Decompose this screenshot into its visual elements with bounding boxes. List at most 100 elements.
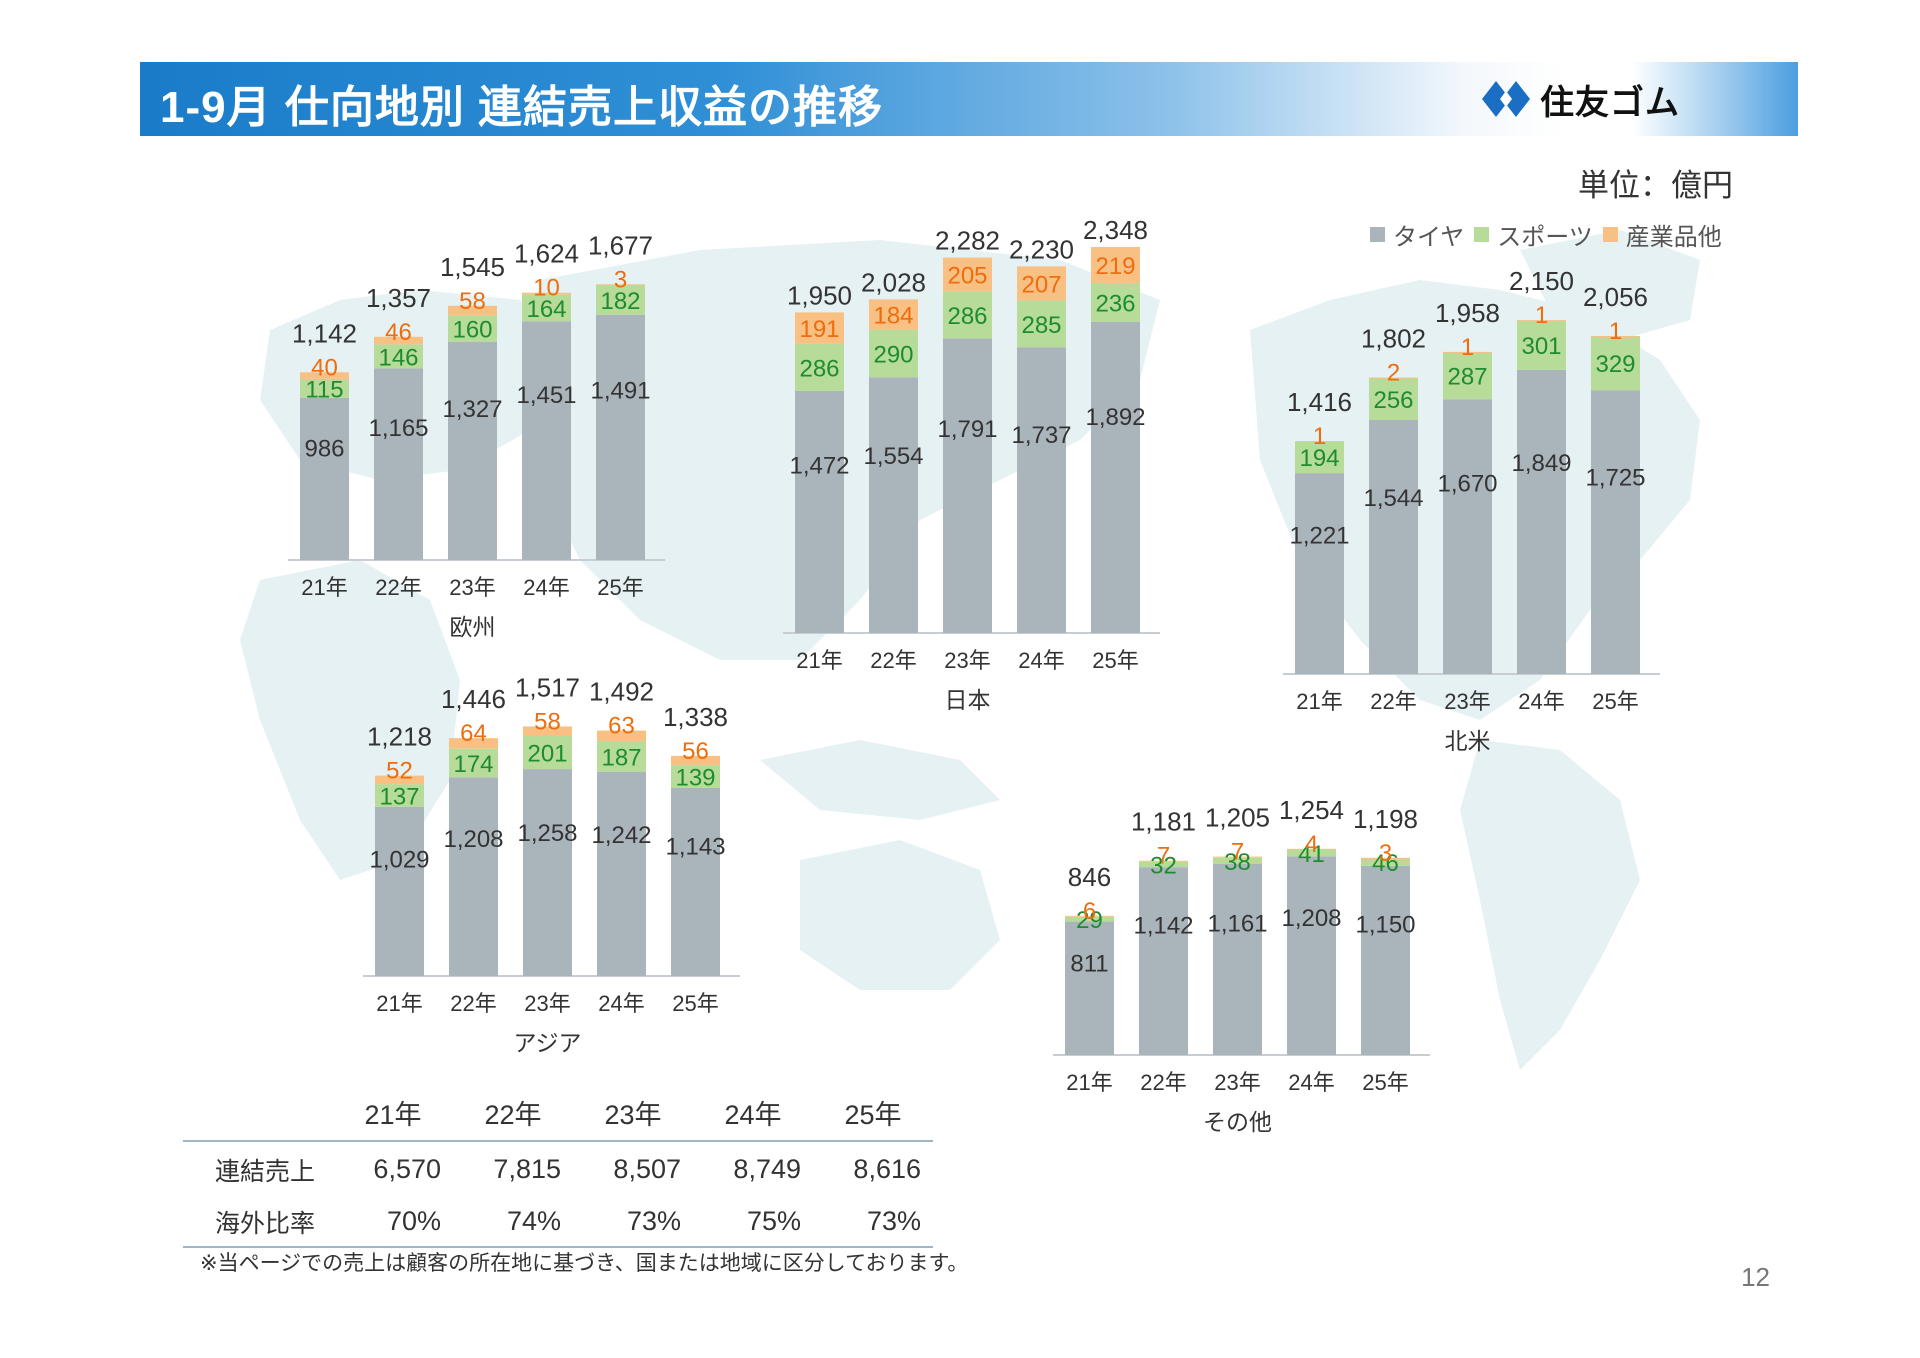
legend-swatch-tire: [1370, 227, 1385, 242]
data-label-sports: 115: [305, 376, 343, 403]
bar-sports: [671, 765, 720, 788]
bar-industrial: [869, 299, 918, 330]
bar-sports: [1295, 441, 1344, 474]
bar-industrial: [1361, 857, 1410, 859]
data-label-total: 1,142: [292, 318, 357, 348]
bar-tire: [374, 368, 423, 560]
bar-tire: [375, 806, 424, 976]
data-label-sports: 139: [675, 765, 715, 792]
bar-tire: [522, 321, 571, 560]
data-label-industrial: 52: [386, 758, 413, 785]
bar-sports: [1139, 861, 1188, 868]
data-label-tire: 1,725: [1585, 464, 1645, 491]
data-label-total: 1,446: [441, 684, 506, 714]
data-label-tire: 1,737: [1011, 422, 1071, 449]
data-label-sports: 41: [1298, 841, 1325, 868]
data-label-industrial: 63: [608, 713, 635, 740]
data-label-industrial: 56: [682, 738, 709, 765]
data-label-tire: 1,208: [1281, 905, 1341, 932]
data-label-sports: 287: [1447, 364, 1487, 391]
data-label-total: 1,357: [366, 283, 431, 313]
data-label-tire: 1,554: [863, 443, 923, 470]
bar-tire: [1443, 399, 1492, 674]
x-tick-label: 22年: [1370, 689, 1416, 714]
summary-year: 21年: [333, 1085, 453, 1142]
bar-sports: [523, 735, 572, 770]
data-label-total: 1,624: [514, 239, 579, 269]
data-label-tire: 1,258: [517, 820, 577, 847]
bar-tire: [1591, 390, 1640, 674]
map-indonesia: [760, 740, 1000, 820]
data-label-sports: 38: [1224, 849, 1251, 876]
data-label-tire: 1,142: [1133, 912, 1193, 939]
bar-industrial: [596, 284, 645, 286]
x-tick-label: 24年: [1518, 689, 1564, 714]
bar-industrial: [523, 726, 572, 736]
data-label-total: 2,230: [1009, 234, 1074, 264]
bar-sports: [596, 284, 645, 315]
data-label-tire: 811: [1070, 951, 1108, 978]
data-label-tire: 1,242: [591, 822, 651, 849]
data-label-industrial: 207: [1021, 271, 1061, 298]
bar-sports: [1091, 282, 1140, 322]
data-label-industrial: 40: [311, 354, 338, 381]
page-title: 1-9月 仕向地別 連結売上収益の推移: [160, 83, 884, 132]
data-label-sports: 329: [1595, 351, 1635, 378]
data-label-sports: 290: [873, 342, 913, 369]
data-label-sports: 164: [526, 296, 566, 323]
bar-sports: [300, 378, 349, 398]
bar-tire: [1017, 347, 1066, 633]
summary-year: 24年: [693, 1085, 813, 1142]
bar-tire: [449, 777, 498, 976]
footnote: ※当ページでの売上は顧客の所在地に基づき、国または地域に区分しております。: [200, 1252, 969, 1275]
data-label-total: 2,282: [935, 226, 1000, 256]
legend-item-sports: スポーツ: [1474, 217, 1593, 252]
data-label-tire: 1,791: [937, 416, 997, 443]
data-label-total: 1,958: [1435, 298, 1500, 328]
x-tick-label: 21年: [1296, 689, 1342, 714]
x-tick-label: 23年: [524, 991, 570, 1016]
bar-industrial: [1295, 441, 1344, 443]
bar-sports: [1443, 352, 1492, 400]
bar-industrial: [1369, 377, 1418, 379]
bar-industrial: [374, 336, 423, 345]
x-tick-label: 23年: [449, 575, 495, 600]
x-tick-label: 24年: [523, 575, 569, 600]
x-tick-label: 22年: [1140, 1070, 1186, 1095]
bar-sports: [375, 784, 424, 807]
bar-sports: [869, 329, 918, 378]
data-label-total: 1,218: [367, 722, 432, 752]
bar-industrial: [1287, 848, 1336, 850]
data-label-tire: 1,451: [516, 382, 576, 409]
chart-region-title: アジア: [513, 1030, 581, 1056]
data-label-total: 1,416: [1287, 387, 1352, 417]
bar-industrial: [1443, 351, 1492, 353]
x-tick-label: 23年: [1444, 689, 1490, 714]
map-greenland: [1520, 230, 1700, 340]
data-label-tire: 1,161: [1207, 910, 1267, 937]
bar-sports: [1361, 858, 1410, 866]
bar-sports: [374, 344, 423, 369]
company-logo: 住友ゴム: [1480, 76, 1680, 122]
legend-item-tire: タイヤ: [1370, 217, 1464, 252]
data-label-industrial: 1: [1313, 423, 1326, 450]
summary-cell: 8,749: [733, 1154, 801, 1184]
x-tick-label: 22年: [375, 575, 421, 600]
data-label-tire: 986: [304, 435, 344, 462]
data-label-total: 2,028: [861, 267, 926, 297]
summary-cell: 6,570: [373, 1154, 441, 1184]
bar-tire: [596, 314, 645, 560]
bar-sports: [449, 748, 498, 778]
bar-sports: [795, 343, 844, 391]
summary-year: 23年: [573, 1085, 693, 1142]
logo-text: 住友ゴム: [1540, 83, 1680, 122]
data-label-tire: 1,143: [665, 833, 725, 860]
unit-label: 単位：億円: [1578, 168, 1733, 203]
data-label-industrial: 219: [1095, 253, 1135, 280]
x-tick-label: 23年: [1214, 1070, 1260, 1095]
bar-tire: [869, 377, 918, 633]
bar-tire: [300, 397, 349, 560]
data-label-tire: 1,150: [1355, 912, 1415, 939]
data-label-industrial: 3: [614, 266, 627, 293]
